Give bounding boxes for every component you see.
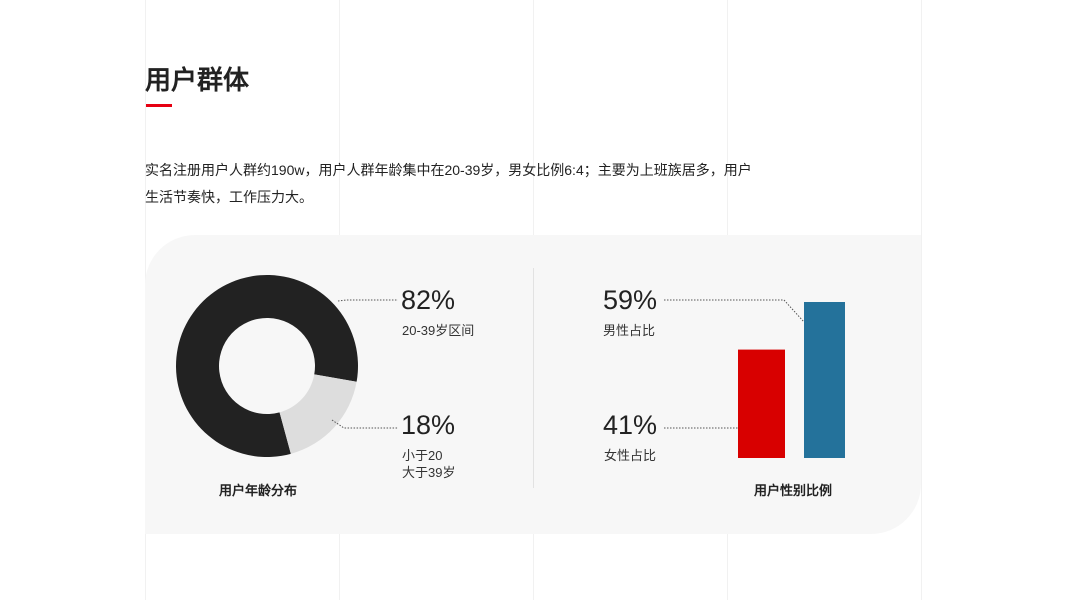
age-main-percent: 82% — [401, 285, 456, 315]
male-percent: 59% — [603, 285, 658, 315]
page-title: 用户群体 — [145, 65, 250, 95]
leader-line — [664, 299, 805, 323]
donut-slice — [175, 275, 358, 457]
leader-line — [337, 299, 398, 302]
description: 实名注册用户人群约190w，用户人群年龄集中在20-39岁，男女比例6:4；主要… — [145, 162, 752, 205]
age-other-label-2: 大于39岁 — [402, 465, 456, 480]
gender-chart-title: 用户性别比例 — [754, 483, 833, 498]
leader-line — [331, 419, 398, 429]
panel-divider — [533, 268, 534, 488]
grid-line — [921, 0, 922, 600]
bar-male — [804, 302, 845, 458]
age-other-percent: 18% — [401, 410, 456, 440]
female-label: 女性占比 — [604, 448, 657, 463]
bar-female — [738, 349, 785, 458]
male-label: 男性占比 — [603, 323, 656, 338]
age-main-label: 20-39岁区间 — [402, 323, 475, 338]
title-underline — [146, 104, 172, 107]
female-percent: 41% — [603, 410, 658, 440]
donut-slice — [279, 374, 357, 454]
age-other-label-1: 小于20 — [402, 448, 443, 463]
age-chart-title: 用户年龄分布 — [219, 483, 298, 498]
